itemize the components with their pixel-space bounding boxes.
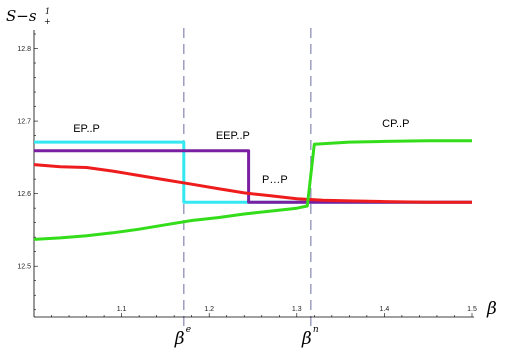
x-tick-label: 1.5 — [467, 306, 477, 313]
x-tick-label: 1.3 — [292, 306, 302, 313]
series-line-4 — [33, 139, 472, 241]
y-axis-title: S−s + 1 — [6, 7, 51, 26]
y-axis-title-sup: 1 — [45, 7, 50, 16]
x-axis-title: β — [486, 299, 497, 319]
y-axis-title-sub: + — [44, 17, 51, 26]
x-tick-label: 1.4 — [380, 306, 390, 313]
marker-label-sup: e — [186, 325, 191, 335]
region-label: EEP..P — [216, 130, 250, 142]
series-line-3 — [33, 163, 472, 204]
series-lines — [33, 139, 472, 241]
y-tick-label: 12.5 — [17, 264, 31, 271]
x-tick-label: 1.2 — [204, 306, 214, 313]
region-label: P…P — [262, 174, 288, 186]
y-tick-label: 12.6 — [17, 191, 31, 198]
marker-label: β — [301, 329, 312, 349]
region-label: CP..P — [382, 118, 409, 130]
marker-label: β — [174, 329, 185, 349]
region-labels: EP..P EEP..P P…P CP..P — [73, 118, 409, 186]
y-tick-label: 12.8 — [17, 46, 31, 53]
region-label: EP..P — [73, 123, 100, 135]
y-tick-label: 12.7 — [17, 119, 31, 126]
x-tick-label: 1.1 — [117, 306, 127, 313]
axes: 12.5 12.6 12.7 12.8 1.1 1.2 1.3 1.4 1.5 — [17, 30, 477, 318]
marker-label-sup: n — [313, 325, 319, 335]
y-axis-title-main: S−s — [6, 7, 37, 25]
